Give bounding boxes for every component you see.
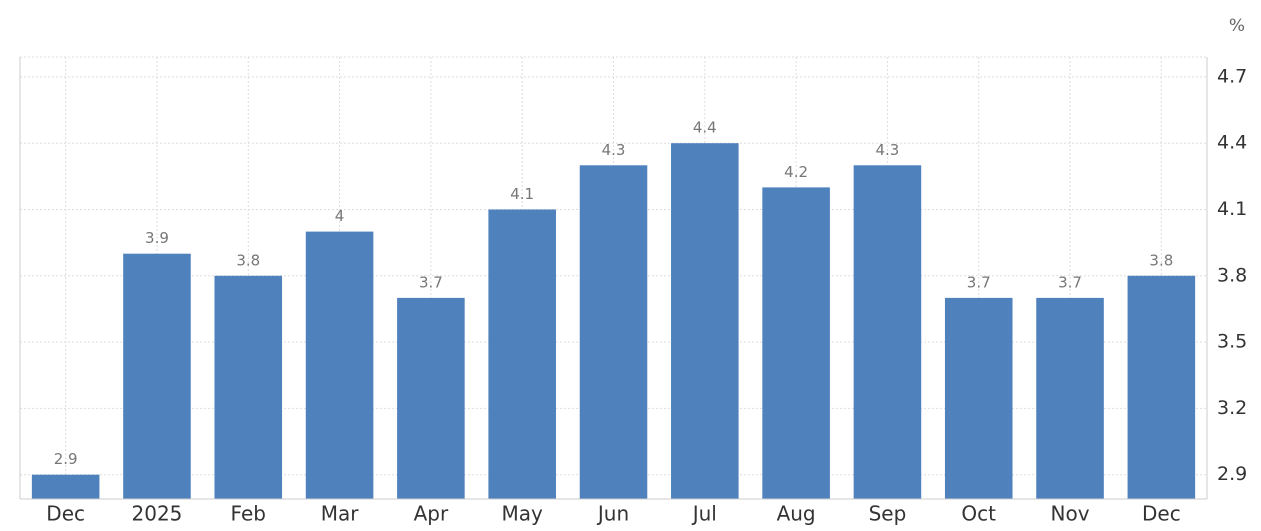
value-label: 4.3 xyxy=(875,141,899,159)
y-tick-label: 4.7 xyxy=(1217,65,1247,87)
y-tick-label: 2.9 xyxy=(1217,463,1247,485)
x-tick-label: 2025 xyxy=(132,502,183,526)
x-tick-label: Oct xyxy=(961,502,996,526)
bar xyxy=(305,231,374,499)
y-tick-label: 3.2 xyxy=(1217,397,1247,419)
x-tick-label: Feb xyxy=(231,502,266,526)
bar xyxy=(1127,275,1196,499)
x-tick-label: Nov xyxy=(1051,502,1090,526)
value-label: 4.3 xyxy=(602,141,626,159)
x-tick-label: May xyxy=(502,502,544,526)
x-tick-label: Dec xyxy=(1142,502,1181,526)
y-tick-label: 4.1 xyxy=(1217,198,1247,220)
bar xyxy=(1036,297,1104,499)
bar xyxy=(671,143,739,499)
bar xyxy=(762,187,830,499)
value-label: 4 xyxy=(335,207,345,225)
x-tick-label: Mar xyxy=(321,502,360,526)
unit-label: % xyxy=(1229,16,1245,36)
x-tick-label: Apr xyxy=(414,502,449,526)
value-label: 3.7 xyxy=(419,273,443,291)
y-tick-label: 4.4 xyxy=(1217,132,1247,154)
bar xyxy=(579,165,648,500)
value-label: 3.7 xyxy=(1058,273,1082,291)
value-label: 2.9 xyxy=(54,450,78,468)
bar xyxy=(397,297,465,499)
x-tick-label: Jul xyxy=(691,502,717,526)
bar xyxy=(123,253,191,499)
value-label: 4.1 xyxy=(510,185,534,203)
y-tick-label: 3.5 xyxy=(1217,331,1247,353)
value-label: 3.8 xyxy=(1149,251,1173,269)
bar xyxy=(214,275,283,499)
x-tick-label: Dec xyxy=(46,502,85,526)
bar xyxy=(853,165,922,500)
value-label: 4.4 xyxy=(693,119,717,137)
x-tick-label: Aug xyxy=(777,502,816,526)
y-tick-label: 3.8 xyxy=(1217,264,1247,286)
value-label: 3.9 xyxy=(145,229,169,247)
bar xyxy=(31,474,100,499)
value-label: 3.8 xyxy=(236,251,260,269)
bar xyxy=(944,297,1013,499)
bar xyxy=(488,209,556,500)
value-label: 4.2 xyxy=(784,163,808,181)
x-tick-label: Sep xyxy=(869,502,907,526)
value-label: 3.7 xyxy=(967,273,991,291)
x-tick-label: Jun xyxy=(596,502,629,526)
